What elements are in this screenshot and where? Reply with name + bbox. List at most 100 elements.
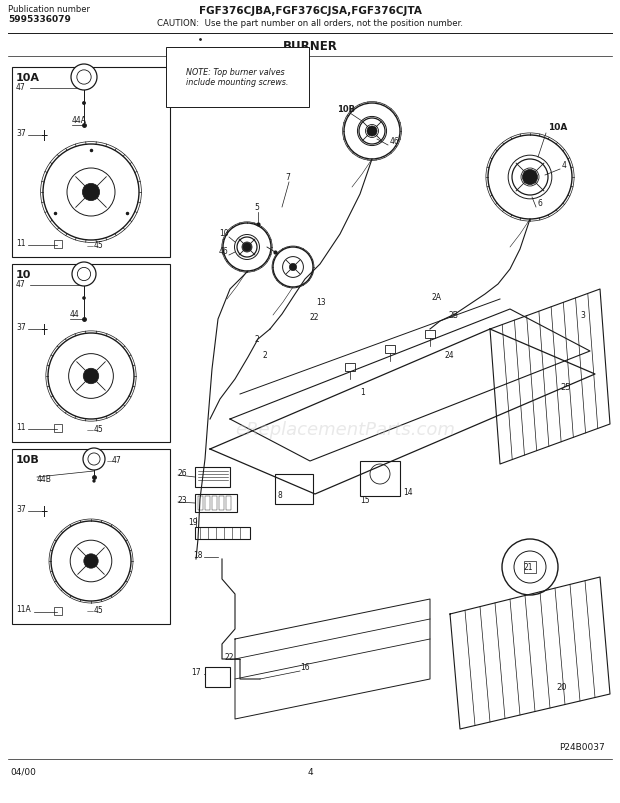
Bar xyxy=(54,241,62,249)
Text: 10B: 10B xyxy=(337,105,355,114)
Text: NOTE: Top burner valves
include mounting screws.: NOTE: Top burner valves include mounting… xyxy=(186,68,288,88)
Text: 3: 3 xyxy=(580,311,585,320)
Circle shape xyxy=(83,448,105,471)
Text: 16: 16 xyxy=(300,662,309,671)
Text: 2: 2 xyxy=(255,335,260,344)
Circle shape xyxy=(245,246,249,250)
Text: 47: 47 xyxy=(112,455,122,464)
Bar xyxy=(205,667,230,687)
Text: 21: 21 xyxy=(523,563,533,572)
Bar xyxy=(205,496,210,511)
Text: Publication number: Publication number xyxy=(8,5,90,14)
Text: —: — xyxy=(107,458,114,463)
Text: 10: 10 xyxy=(16,270,32,279)
Bar xyxy=(12,68,170,258)
Text: 20: 20 xyxy=(556,683,567,691)
Bar xyxy=(219,496,224,511)
Text: 22: 22 xyxy=(225,652,234,661)
Circle shape xyxy=(502,540,558,595)
Bar xyxy=(345,364,355,372)
Text: 23: 23 xyxy=(178,495,188,504)
Circle shape xyxy=(370,129,374,134)
Text: —: — xyxy=(87,426,94,433)
Text: 10A: 10A xyxy=(16,73,40,83)
Text: 44B: 44B xyxy=(37,475,52,483)
Bar xyxy=(54,425,62,433)
Circle shape xyxy=(83,369,99,385)
Bar xyxy=(195,467,230,487)
Text: 47: 47 xyxy=(16,83,26,92)
Bar xyxy=(198,496,203,511)
Text: 45: 45 xyxy=(94,241,104,250)
Text: —: — xyxy=(87,243,94,249)
Text: 13: 13 xyxy=(316,298,326,307)
Circle shape xyxy=(92,479,95,483)
Circle shape xyxy=(527,174,533,181)
Text: 44: 44 xyxy=(70,310,80,319)
Text: 10: 10 xyxy=(219,229,229,238)
Bar xyxy=(212,496,217,511)
Text: 25: 25 xyxy=(560,382,570,392)
Bar xyxy=(275,475,313,504)
Text: 44A: 44A xyxy=(72,116,87,124)
Text: 1: 1 xyxy=(360,388,365,397)
Text: 14: 14 xyxy=(403,487,413,496)
Circle shape xyxy=(523,170,538,185)
Text: 7: 7 xyxy=(285,173,290,181)
Text: 24: 24 xyxy=(445,351,454,360)
Circle shape xyxy=(367,127,377,137)
Text: 37: 37 xyxy=(16,504,26,513)
Text: 4: 4 xyxy=(562,161,567,169)
Text: 22: 22 xyxy=(310,312,319,321)
Text: 46: 46 xyxy=(390,137,400,146)
Circle shape xyxy=(290,264,296,271)
Text: BURNER: BURNER xyxy=(283,40,337,53)
Text: 37: 37 xyxy=(16,128,26,138)
Circle shape xyxy=(84,554,98,569)
Text: 17: 17 xyxy=(191,667,201,676)
Text: 5: 5 xyxy=(254,202,259,212)
Text: 45: 45 xyxy=(94,425,104,434)
Circle shape xyxy=(242,243,251,252)
Text: 45: 45 xyxy=(94,605,104,614)
Bar xyxy=(195,495,237,512)
Text: 11: 11 xyxy=(16,238,25,247)
Text: 26: 26 xyxy=(178,468,188,478)
Text: 5995336079: 5995336079 xyxy=(8,15,71,24)
Text: 4: 4 xyxy=(307,767,313,776)
Bar xyxy=(12,265,170,442)
Text: 18: 18 xyxy=(193,550,203,560)
Bar xyxy=(226,496,231,511)
Text: 8: 8 xyxy=(278,491,283,499)
Text: 2A: 2A xyxy=(432,292,442,302)
Text: 04/00: 04/00 xyxy=(10,767,36,776)
Bar xyxy=(524,561,536,573)
Text: eReplacementParts.com: eReplacementParts.com xyxy=(235,421,455,438)
Circle shape xyxy=(72,263,96,287)
Circle shape xyxy=(82,297,86,300)
Text: —: — xyxy=(87,607,94,613)
Text: 15: 15 xyxy=(360,495,370,504)
Text: 10B: 10B xyxy=(16,454,40,464)
Bar xyxy=(360,462,400,496)
Text: 2B: 2B xyxy=(449,311,459,320)
Bar xyxy=(425,331,435,339)
Text: CAUTION:  Use the part number on all orders, not the position number.: CAUTION: Use the part number on all orde… xyxy=(157,19,463,28)
Circle shape xyxy=(82,102,86,106)
Text: 2: 2 xyxy=(263,351,268,360)
Text: 19: 19 xyxy=(188,517,198,526)
Text: 47: 47 xyxy=(16,279,26,288)
Circle shape xyxy=(82,184,100,202)
Text: 6: 6 xyxy=(538,199,543,208)
Text: P24B0037: P24B0037 xyxy=(559,742,605,751)
Text: 11: 11 xyxy=(16,422,25,431)
Bar xyxy=(54,607,62,615)
Bar xyxy=(195,528,250,540)
Circle shape xyxy=(71,65,97,91)
Bar xyxy=(12,450,170,624)
Text: 46: 46 xyxy=(219,247,229,255)
Text: FGF376CJBA,FGF376CJSA,FGF376CJTA: FGF376CJBA,FGF376CJSA,FGF376CJTA xyxy=(198,6,422,16)
Text: 11A: 11A xyxy=(16,604,31,613)
Text: 37: 37 xyxy=(16,323,26,332)
Bar xyxy=(385,345,395,353)
